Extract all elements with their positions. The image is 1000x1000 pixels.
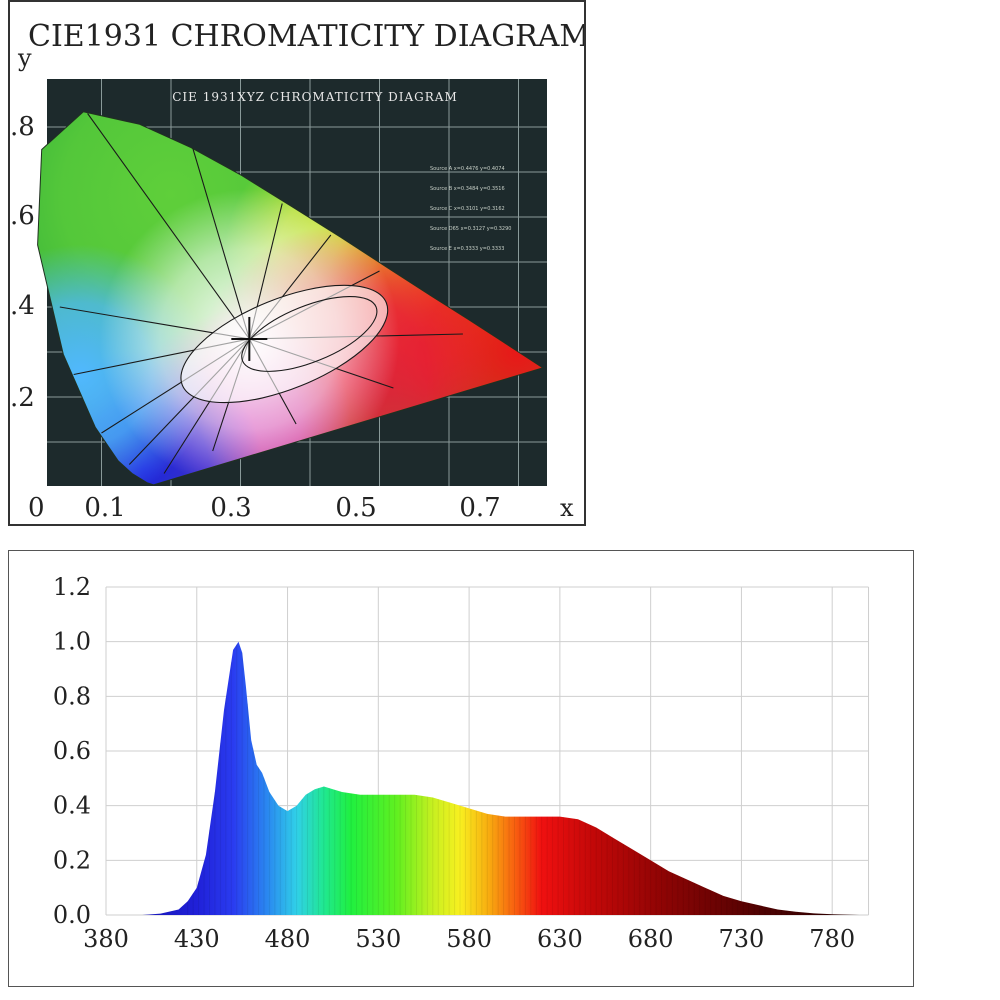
source-note: Source E x=0.3333 y=0.3333: [430, 246, 504, 252]
x-tick-label: 0.5: [335, 493, 376, 523]
y-axis-label: y: [17, 44, 32, 72]
spectrum-stripes: [187, 644, 831, 915]
y-tick-label: 0.6: [53, 737, 91, 765]
x-tick-label: 530: [355, 925, 401, 953]
region-boundary-line: [191, 144, 250, 340]
cie-diagram: CIE 1931XYZ CHROMATICITY DIAGRAM Source …: [10, 19, 584, 523]
y-tick-label: 0.8: [53, 682, 91, 710]
y-tick-label: 0.2: [53, 846, 91, 874]
spectral-distribution-chart: 380 430 480 530 580 630 680 730 780 0.0 0.2 0.4 0.6…: [53, 573, 870, 953]
color-region-lines: [59, 113, 463, 474]
source-note: Source C x=0.3101 y=0.3162: [430, 206, 505, 212]
y-tick-label: 1.0: [53, 628, 91, 656]
y-tick-label: .6: [10, 201, 35, 231]
inner-title: CIE 1931XYZ CHROMATICITY DIAGRAM: [172, 90, 457, 104]
y-tick-labels: 0.0 0.2 0.4 0.6 0.8 1.0 1.2: [53, 573, 91, 929]
source-note: Source A x=0.4476 y=0.4074: [430, 166, 505, 172]
y-tick-label: .8: [10, 112, 35, 142]
y-tick-label: .2: [10, 383, 35, 413]
x-tick-label: 0.1: [84, 493, 125, 523]
x-tick-label: 0: [28, 493, 45, 523]
source-note: Source B x=0.3484 y=0.3516: [430, 186, 505, 192]
y-tick-label: .4: [10, 291, 35, 321]
region-boundary-line: [87, 113, 250, 340]
spectral-locus: [37, 111, 544, 486]
x-tick-label: 0.3: [210, 493, 251, 523]
x-axis-label: x: [560, 494, 574, 522]
x-tick-label: 780: [809, 925, 855, 953]
source-notes: Source A x=0.4476 y=0.4074 Source B x=0.3…: [430, 166, 511, 252]
x-tick-label: 0.7: [459, 493, 500, 523]
chart-title: CIE1931 CHROMATICITY DIAGRAM: [28, 19, 584, 54]
x-tick-label: 580: [446, 925, 492, 953]
spectrum-panel: 380 430 480 530 580 630 680 730 780 0.0 0.2 0.4 0.6…: [8, 550, 914, 987]
cie-chromaticity-panel: CIE 1931XYZ CHROMATICITY DIAGRAM Source …: [8, 0, 586, 526]
inner-ellipse: [241, 295, 378, 372]
y-tick-label: 0.0: [53, 901, 91, 929]
x-tick-label: 380: [83, 925, 129, 953]
x-tick-label: 630: [537, 925, 583, 953]
white-point-marker: [231, 316, 268, 361]
white-ellipse: [180, 284, 389, 404]
x-tick-label: 430: [174, 925, 220, 953]
x-tick-label: 680: [628, 925, 674, 953]
x-tick-labels: 380 430 480 530 580 630 680 730 780: [83, 925, 855, 953]
x-tick-labels: 0 0.1 0.3 0.5 0.7: [28, 493, 501, 523]
y-tick-label: 1.2: [53, 573, 91, 601]
x-tick-label: 480: [265, 925, 311, 953]
y-tick-labels: .8 .6 .4 .2: [10, 112, 35, 413]
y-tick-label: 0.4: [53, 792, 91, 820]
source-note: Source D65 x=0.3127 y=0.3290: [430, 226, 511, 232]
x-tick-label: 730: [719, 925, 765, 953]
spectrum-area: [106, 641, 860, 915]
